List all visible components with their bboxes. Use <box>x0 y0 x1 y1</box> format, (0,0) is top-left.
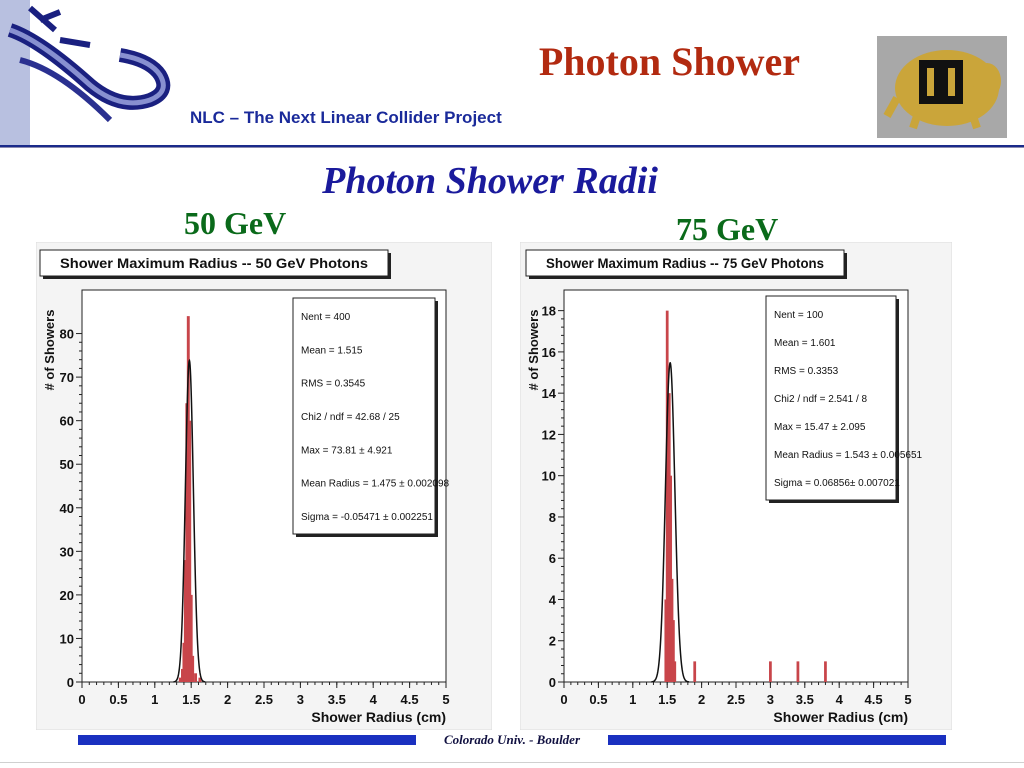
y-tick-label: 10 <box>60 631 74 646</box>
x-tick-label: 1.5 <box>658 692 676 707</box>
stats-line: Mean = 1.601 <box>774 338 836 349</box>
histogram-bar <box>665 310 669 682</box>
stats-line: Chi2 / ndf = 42.68 / 25 <box>301 412 400 423</box>
histogram-bar <box>198 677 202 682</box>
stats-line: Mean = 1.515 <box>301 345 363 356</box>
histogram-bar <box>672 620 675 682</box>
energy-label-50: 50 GeV <box>184 205 287 241</box>
stats-line: Max = 73.81 ± 4.921 <box>301 445 393 456</box>
gaussian-fit-line <box>173 358 206 683</box>
header-divider <box>0 145 1024 147</box>
x-tick-label: 2.5 <box>255 692 273 707</box>
histogram-bar <box>191 655 195 682</box>
y-tick-label: 40 <box>60 501 74 516</box>
y-tick-label: 10 <box>542 469 556 484</box>
y-tick-label: 70 <box>60 370 74 385</box>
x-tick-label: 2 <box>698 692 705 707</box>
y-tick-label: 20 <box>60 588 74 603</box>
y-tick-label: 80 <box>60 327 74 342</box>
x-axis-label: Shower Radius (cm) <box>311 709 446 725</box>
stats-line: Mean Radius = 1.475 ± 0.002098 <box>301 479 450 490</box>
title-box <box>39 249 389 277</box>
x-tick-label: 3 <box>767 692 774 707</box>
slide-title: Photon Shower <box>538 39 800 84</box>
histogram-bar <box>693 661 697 682</box>
y-tick-label: 12 <box>542 427 556 442</box>
histogram-bar <box>670 578 674 682</box>
histogram-bar <box>673 661 677 682</box>
histogram-50-gev: Shower Maximum Radius -- 50 GeV Photons 0… <box>36 242 492 730</box>
cu-buffalo-logo <box>877 36 1007 138</box>
y-tick-label: 0 <box>549 675 556 690</box>
histogram-bar <box>178 677 182 682</box>
histogram-bar <box>189 594 193 682</box>
x-tick-label: 4 <box>836 692 844 707</box>
stats-line: Chi2 / ndf = 2.541 / 8 <box>774 394 868 405</box>
stats-box <box>765 295 897 501</box>
stats-line: Sigma = 0.06856± 0.007021 <box>774 478 900 489</box>
energy-label-75: 75 GeV <box>676 211 779 247</box>
y-tick-label: 30 <box>60 544 74 559</box>
stats-line: Mean Radius = 1.543 ± 0.005651 <box>774 450 923 461</box>
gaussian-fit-line <box>651 362 690 683</box>
y-tick-label: 60 <box>60 414 74 429</box>
x-tick-label: 3.5 <box>328 692 346 707</box>
histogram-bar <box>188 420 192 682</box>
x-tick-label: 4.5 <box>865 692 883 707</box>
stats-line: Max = 15.47 ± 2.095 <box>774 422 866 433</box>
y-axis-label: # of Showers <box>526 310 541 391</box>
x-tick-label: 5 <box>442 692 449 707</box>
histogram-bar <box>181 668 184 682</box>
y-tick-label: 4 <box>549 592 557 607</box>
y-tick-label: 18 <box>542 304 556 319</box>
x-tick-label: 3.5 <box>796 692 814 707</box>
histogram-bar <box>669 475 673 682</box>
section-title: Photon Shower Radii <box>322 160 658 202</box>
y-tick-label: 8 <box>549 510 556 525</box>
y-tick-label: 0 <box>67 675 74 690</box>
histogram-bar <box>824 661 827 682</box>
chart-title: Shower Maximum Radius -- 75 GeV Photons <box>546 255 824 271</box>
x-tick-label: 5 <box>904 692 911 707</box>
stats-line: RMS = 0.3545 <box>301 379 366 390</box>
stats-box <box>292 297 436 535</box>
y-tick-label: 2 <box>549 634 556 649</box>
header-divider-shadow <box>0 147 1024 148</box>
footer-bar-left <box>78 735 416 745</box>
y-tick-label: 6 <box>549 551 556 566</box>
footer-bar-right <box>608 735 946 745</box>
stats-line: RMS = 0.3353 <box>774 366 839 377</box>
x-tick-label: 2 <box>224 692 231 707</box>
histogram-75-gev: Shower Maximum Radius -- 75 GeV Photons 0… <box>520 242 952 730</box>
x-tick-label: 3 <box>297 692 304 707</box>
histogram-bar <box>664 599 668 682</box>
x-tick-label: 0 <box>560 692 567 707</box>
y-axis-label: # of Showers <box>42 310 57 391</box>
x-tick-label: 0 <box>78 692 85 707</box>
title-box <box>525 249 845 277</box>
x-tick-label: 1.5 <box>182 692 200 707</box>
stats-line: Sigma = -0.05471 ± 0.002251 <box>301 512 433 523</box>
x-axis-label: Shower Radius (cm) <box>773 709 908 725</box>
chart-title: Shower Maximum Radius -- 50 GeV Photons <box>60 255 368 271</box>
stats-line: Nent = 400 <box>301 312 351 323</box>
footer-rule <box>0 762 1024 763</box>
y-tick-label: 16 <box>542 345 556 360</box>
nlc-logo <box>0 0 171 145</box>
stats-line: Nent = 100 <box>774 310 824 321</box>
histogram-bar <box>194 673 198 682</box>
x-tick-label: 0.5 <box>109 692 127 707</box>
histogram-bar <box>796 661 800 682</box>
slide-subtitle: NLC – The Next Linear Collider Project <box>190 108 502 127</box>
footer-text: Colorado Univ. - Boulder <box>443 732 581 747</box>
x-tick-label: 0.5 <box>589 692 607 707</box>
x-tick-label: 4.5 <box>401 692 419 707</box>
y-tick-label: 14 <box>542 386 557 401</box>
histogram-bar <box>769 661 772 682</box>
y-tick-label: 50 <box>60 457 74 472</box>
x-tick-label: 1 <box>151 692 158 707</box>
x-tick-label: 2.5 <box>727 692 745 707</box>
x-tick-label: 1 <box>629 692 636 707</box>
x-tick-label: 4 <box>370 692 378 707</box>
